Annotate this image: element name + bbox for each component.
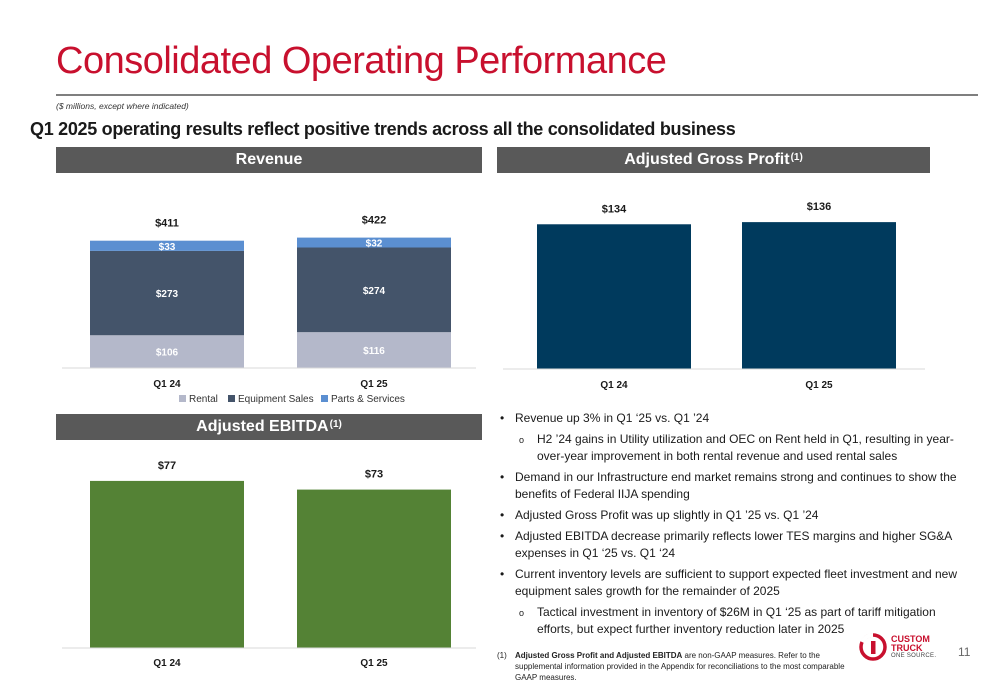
- bullet-item: Revenue up 3% in Q1 ‘25 vs. Q1 ’24: [497, 410, 967, 427]
- logo-mark-icon: [859, 632, 887, 661]
- gross-profit-value-label: $136: [807, 201, 831, 213]
- ebitda-header-label: Adjusted EBITDA: [196, 418, 329, 435]
- ebitda-value-label: $73: [365, 469, 383, 481]
- ebitda-value-label: $77: [158, 460, 176, 472]
- gross-profit-header-label: Adjusted Gross Profit: [624, 151, 790, 168]
- gross-profit-header: Adjusted Gross Profit (1): [497, 147, 930, 173]
- revenue-header: Revenue: [56, 147, 482, 173]
- slide-subtitle: Q1 2025 operating results reflect positi…: [30, 119, 736, 139]
- ebitda-bar: [297, 489, 451, 648]
- revenue-segment-label: $32: [366, 239, 383, 250]
- revenue-bar-segment-2: [90, 250, 244, 336]
- revenue-segment-label: $273: [156, 289, 179, 300]
- revenue-bar-segment-2: [297, 247, 451, 333]
- logo-text-custom: CUSTOM: [891, 634, 930, 644]
- revenue-bar-segment-3: [90, 240, 244, 251]
- ebitda-bar: [90, 480, 244, 648]
- ebitda-chart: $77 Q1 24 $73 Q1 25: [62, 460, 476, 669]
- revenue-segment-label: $274: [363, 286, 386, 297]
- title-divider: [56, 94, 978, 96]
- revenue-segment-label: $116: [363, 346, 385, 357]
- ebitda-footnote-ref: (1): [329, 418, 342, 430]
- revenue-chart: $106 $273 $33 $411 Q1 24 $116 $274 $32 $422 Q1 25…: [62, 215, 476, 405]
- gross-profit-bar: [537, 224, 691, 369]
- gross-profit-category-label: Q1 24: [600, 380, 628, 391]
- slide-title: Consolidated Operating Performance: [56, 40, 667, 82]
- legend-swatch-2: [228, 395, 235, 402]
- footnote-number: (1): [497, 651, 507, 660]
- bullet-item: Current inventory levels are sufficient …: [497, 566, 967, 600]
- bullet-item: Adjusted Gross Profit was up slightly in…: [497, 507, 967, 524]
- page-number: 11: [958, 645, 971, 659]
- revenue-category-label: Q1 24: [153, 379, 181, 390]
- revenue-bar-segment-3: [297, 237, 451, 248]
- ebitda-category-label: Q1 24: [153, 658, 181, 669]
- gross-profit-chart: $134 Q1 24 $136 Q1 25: [503, 201, 925, 391]
- revenue-total-label: $411: [155, 218, 179, 230]
- footnote: (1) Adjusted Gross Profit and Adjusted E…: [497, 650, 867, 683]
- legend-swatch-1: [179, 395, 186, 402]
- revenue-header-label: Revenue: [235, 151, 303, 168]
- ebitda-header: Adjusted EBITDA (1): [56, 414, 482, 440]
- gross-profit-value-label: $134: [602, 203, 627, 215]
- sub-bullet-item: H2 ’24 gains in Utility utilization and …: [497, 431, 967, 465]
- footnote-bold: Adjusted Gross Profit and Adjusted EBITD…: [515, 651, 683, 660]
- revenue-segment-label: $33: [159, 242, 176, 253]
- commentary-bullets: Revenue up 3% in Q1 ‘25 vs. Q1 ’24 H2 ’24…: [497, 410, 967, 642]
- sub-bullet-item: Tactical investment in inventory of $26M…: [497, 604, 967, 638]
- revenue-category-label: Q1 25: [360, 379, 388, 390]
- legend-label-1: Rental: [189, 394, 218, 405]
- bullet-item: Adjusted EBITDA decrease primarily refle…: [497, 528, 967, 562]
- gross-profit-footnote-ref: (1): [790, 151, 803, 163]
- footnote-text: are non-GAAP measures. Refer to the supp…: [515, 651, 845, 682]
- revenue-bar-segment-1: [90, 335, 244, 368]
- legend-swatch-3: [321, 395, 328, 402]
- units-note: ($ millions, except where indicated): [56, 101, 189, 111]
- ebitda-category-label: Q1 25: [360, 658, 388, 669]
- gross-profit-category-label: Q1 25: [805, 380, 833, 391]
- revenue-segment-label: $106: [156, 348, 179, 359]
- legend-label-2: Equipment Sales: [238, 394, 314, 405]
- revenue-bar-segment-1: [297, 332, 451, 368]
- company-logo: CUSTOM TRUCK ONE SOURCE.: [858, 632, 938, 666]
- legend-label-3: Parts & Services: [331, 394, 405, 405]
- logo-text-tagline: ONE SOURCE.: [891, 653, 937, 659]
- gross-profit-bar: [742, 222, 896, 369]
- bullet-item: Demand in our Infrastructure end market …: [497, 469, 967, 503]
- revenue-total-label: $422: [362, 215, 386, 227]
- logo-text-truck: TRUCK: [891, 643, 923, 653]
